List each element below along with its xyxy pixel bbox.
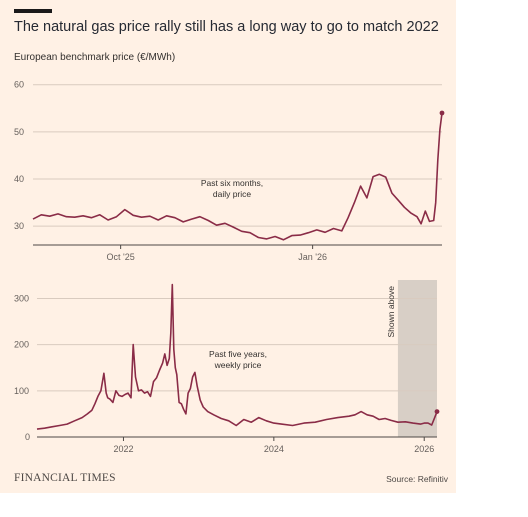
- chart-title: The natural gas price rally still has a …: [14, 19, 439, 35]
- top-annotation-line-2: daily price: [213, 189, 252, 199]
- top-y-tick-label-30: 30: [14, 221, 24, 231]
- bottom-x-tick-label: 2022: [113, 444, 133, 454]
- bottom-x-tick-label: 2024: [264, 444, 284, 454]
- top-series-end-point: [439, 110, 445, 116]
- ft-logo: FINANCIAL TIMES: [14, 472, 116, 484]
- top-y-tick-label-60: 60: [14, 80, 24, 90]
- top-x-tick-label: Oct '25: [107, 252, 135, 262]
- bottom-series-end-point: [434, 409, 440, 415]
- bottom-y-tick-label-0: 0: [25, 432, 30, 442]
- top-y-tick-label-50: 50: [14, 127, 24, 137]
- bottom-annotation-line-2: weekly price: [214, 360, 262, 370]
- top-annotation-line-1: Past six months,: [201, 178, 263, 188]
- top-y-tick-label-40: 40: [14, 174, 24, 184]
- charts-svg: 30 40 50 60 Oct '25 Jan '26 Past six months,da…: [14, 80, 445, 454]
- top-series-line: [32, 112, 443, 241]
- bottom-series-line: [36, 283, 438, 430]
- chart-card: The natural gas price rally still has a …: [0, 0, 456, 493]
- bottom-y-tick-label-200: 200: [14, 340, 29, 350]
- chart-subtitle: European benchmark price (€/MWh): [14, 52, 176, 63]
- top-x-tick-label: Jan '26: [298, 252, 327, 262]
- bottom-annotation-line-1: Past five years,: [209, 349, 267, 359]
- shown-above-region: [397, 280, 437, 437]
- accent-bar: [14, 9, 52, 13]
- bottom-y-tick-label-100: 100: [14, 386, 29, 396]
- bottom-x-tick-label: 2026: [414, 444, 434, 454]
- source-note: Source: Refinitiv: [386, 474, 448, 484]
- shown-above-label: Shown above: [386, 286, 396, 338]
- bottom-y-tick-label-300: 300: [14, 293, 29, 303]
